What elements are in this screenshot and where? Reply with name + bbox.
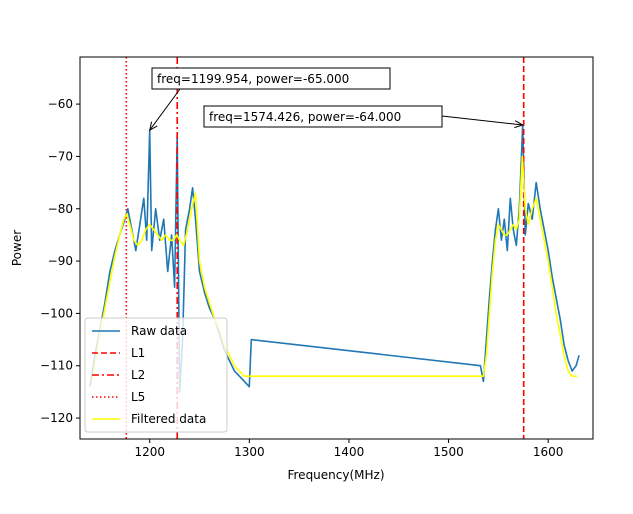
x-tick-label: 1400 — [334, 445, 365, 459]
x-tick-label: 1300 — [234, 445, 265, 459]
plot-frame — [79, 56, 594, 440]
x-axis-label: Frequency(MHz) — [287, 468, 384, 482]
x-tick-label: 1200 — [134, 445, 165, 459]
annotation-text: freq=1199.954, power=-65.000 — [157, 72, 349, 86]
legend-raw-data-label: Raw data — [131, 324, 187, 338]
legend-filtered-data-label: Filtered data — [131, 412, 206, 426]
legend-l2-label: L2 — [131, 368, 145, 382]
annotation-arrow-line — [441, 115, 523, 126]
annotation-box — [151, 67, 391, 90]
annotation-arrow-head — [514, 120, 524, 129]
y-tick-label: −110 — [40, 359, 73, 373]
annotation-text: freq=1574.426, power=-64.000 — [209, 110, 401, 124]
legend-l5-label: L5 — [131, 390, 145, 404]
y-tick-label: −80 — [48, 202, 73, 216]
annotation-arrow-line — [149, 88, 181, 131]
legend-l1-label: L1 — [131, 346, 145, 360]
y-axis-label: Power — [10, 230, 24, 266]
y-tick-label: −120 — [40, 411, 73, 425]
y-tick-label: −70 — [48, 149, 73, 163]
y-tick-label: −60 — [48, 97, 73, 111]
x-tick-label: 1500 — [433, 445, 464, 459]
y-tick-label: −90 — [48, 254, 73, 268]
legend-box — [84, 317, 228, 433]
x-tick-label: 1600 — [533, 445, 564, 459]
annotation-arrow-head — [148, 121, 158, 132]
annotations: freq=1199.954, power=-65.000 freq=1574.42… — [148, 67, 524, 132]
y-tick-label: −100 — [40, 306, 73, 320]
legend: Raw data L1 L2 L5 Filtered data — [84, 317, 228, 433]
ticks-layer: 1200 1300 1400 1500 1600 −120 −110 −100 −90 −80 −7… — [40, 97, 563, 459]
